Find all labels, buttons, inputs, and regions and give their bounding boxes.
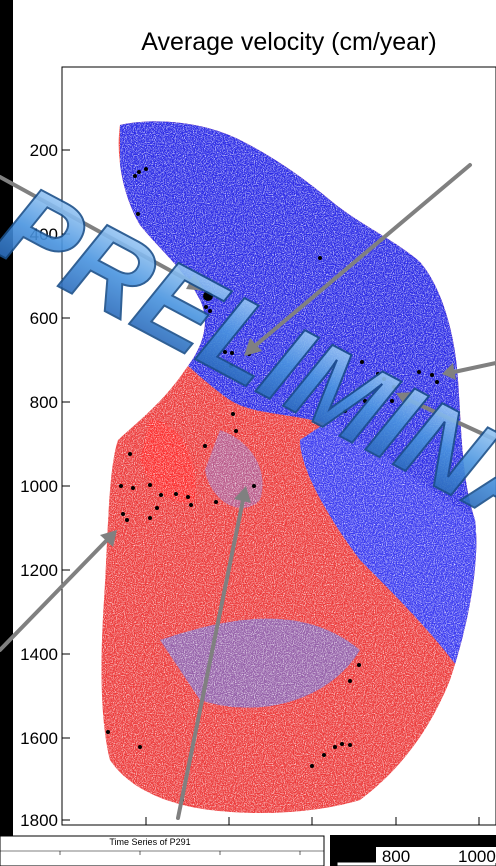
y-tick: 1400 [20, 645, 70, 664]
annotation-arrows [0, 163, 496, 820]
x-tick-label: 800 [382, 847, 410, 866]
x-tick-label: 1000 [458, 847, 496, 866]
y-tick-label: 1600 [20, 729, 58, 748]
y-tick: 600 [30, 309, 70, 328]
y-tick: 1800 [20, 811, 70, 830]
inset-title: Time Series of P291 [109, 837, 190, 847]
station-markers [106, 167, 439, 802]
y-tick-label: 800 [30, 393, 58, 412]
y-tick: 1200 [20, 561, 70, 580]
y-tick-label: 1400 [20, 645, 58, 664]
y-tick-label: 1800 [20, 811, 58, 830]
plot-frame [61, 66, 496, 826]
y-axis: 200 400 600 800 1000 1200 1400 1600 [20, 141, 70, 830]
y-tick: 1600 [20, 729, 70, 748]
y-tick-label: 600 [30, 309, 58, 328]
y-tick: 400 [30, 225, 70, 244]
y-tick-label: 200 [30, 141, 58, 160]
y-tick: 1000 [20, 477, 70, 496]
y-tick: 800 [30, 393, 70, 412]
y-tick-label: 1000 [20, 477, 58, 496]
y-tick-label: 400 [30, 225, 58, 244]
x-tick-marks [145, 817, 480, 825]
chart-title: Average velocity (cm/year) [141, 28, 436, 56]
y-tick-label: 1200 [20, 561, 58, 580]
y-tick: 200 [30, 141, 70, 160]
x-tick-label-bg [376, 847, 496, 863]
